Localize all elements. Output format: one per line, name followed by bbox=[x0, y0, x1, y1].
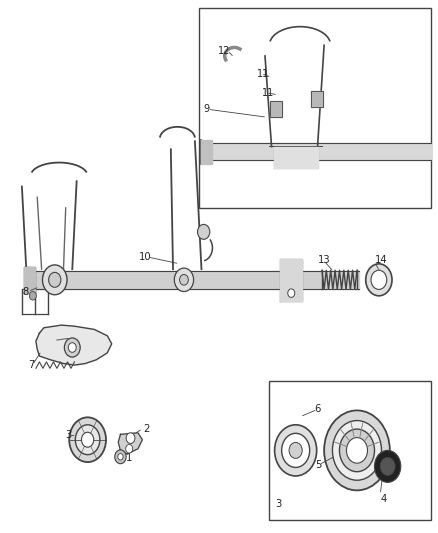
Circle shape bbox=[64, 338, 80, 357]
Circle shape bbox=[81, 432, 94, 447]
Circle shape bbox=[374, 450, 401, 482]
Text: 2: 2 bbox=[144, 424, 150, 433]
Text: 4: 4 bbox=[381, 495, 387, 504]
Text: 1: 1 bbox=[126, 454, 133, 463]
Circle shape bbox=[324, 410, 390, 490]
Circle shape bbox=[346, 438, 367, 463]
Circle shape bbox=[75, 425, 100, 455]
Bar bbox=[199, 8, 431, 208]
Text: 3: 3 bbox=[65, 431, 71, 440]
Circle shape bbox=[180, 274, 188, 285]
Text: 10: 10 bbox=[139, 252, 152, 262]
Text: 8: 8 bbox=[23, 287, 29, 296]
Text: 13: 13 bbox=[318, 255, 330, 265]
Text: 9: 9 bbox=[203, 104, 209, 114]
Polygon shape bbox=[280, 259, 302, 301]
Circle shape bbox=[115, 450, 126, 464]
Text: 7: 7 bbox=[28, 360, 35, 370]
Circle shape bbox=[198, 224, 210, 239]
Polygon shape bbox=[118, 433, 142, 454]
Bar bbox=[269, 381, 431, 520]
Text: 11: 11 bbox=[262, 88, 274, 98]
Text: 5: 5 bbox=[315, 460, 322, 470]
Polygon shape bbox=[311, 91, 323, 107]
Circle shape bbox=[42, 265, 67, 295]
Circle shape bbox=[29, 292, 36, 300]
Polygon shape bbox=[24, 266, 35, 293]
Circle shape bbox=[49, 272, 61, 287]
Circle shape bbox=[339, 429, 374, 472]
Bar bbox=[311, 91, 323, 107]
Text: 3: 3 bbox=[275, 499, 281, 508]
Text: 11: 11 bbox=[257, 69, 269, 78]
Circle shape bbox=[380, 457, 395, 475]
Circle shape bbox=[366, 264, 392, 296]
Circle shape bbox=[69, 417, 106, 462]
Circle shape bbox=[332, 421, 381, 480]
Polygon shape bbox=[36, 325, 112, 365]
Circle shape bbox=[282, 433, 310, 467]
Text: 14: 14 bbox=[375, 255, 388, 265]
Text: 12: 12 bbox=[218, 46, 230, 55]
Text: 6: 6 bbox=[314, 405, 321, 414]
Circle shape bbox=[371, 270, 387, 289]
Bar bbox=[270, 101, 282, 117]
Circle shape bbox=[174, 268, 194, 292]
Circle shape bbox=[289, 442, 302, 458]
Polygon shape bbox=[270, 101, 282, 117]
Circle shape bbox=[118, 454, 123, 460]
Circle shape bbox=[68, 343, 76, 352]
Circle shape bbox=[126, 433, 135, 443]
Circle shape bbox=[275, 425, 317, 476]
Polygon shape bbox=[274, 147, 318, 168]
Circle shape bbox=[126, 445, 133, 453]
Circle shape bbox=[288, 289, 295, 297]
